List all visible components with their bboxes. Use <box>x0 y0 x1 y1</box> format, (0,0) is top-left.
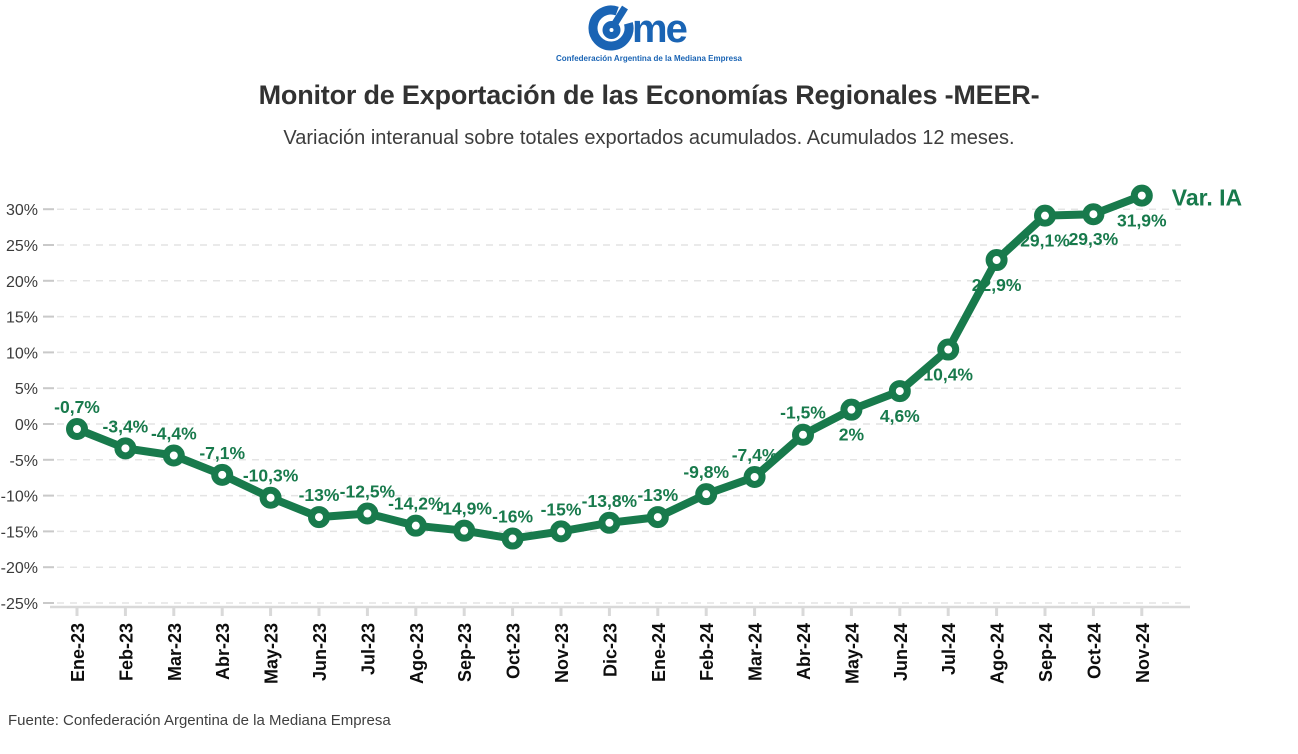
svg-text:Ene-24: Ene-24 <box>649 623 669 682</box>
svg-text:Dic-23: Dic-23 <box>600 623 620 677</box>
svg-text:-12,5%: -12,5% <box>340 482 396 502</box>
svg-text:Jul-24: Jul-24 <box>939 623 959 675</box>
svg-text:-15%: -15% <box>1 524 38 541</box>
svg-text:29,3%: 29,3% <box>1069 229 1119 249</box>
svg-text:-15%: -15% <box>541 499 582 519</box>
svg-text:Oct-23: Oct-23 <box>504 623 524 679</box>
svg-text:Sep-23: Sep-23 <box>455 623 475 682</box>
svg-text:4,6%: 4,6% <box>880 406 920 426</box>
svg-text:5%: 5% <box>15 381 38 398</box>
page-title: Monitor de Exportación de las Economías … <box>258 80 1040 110</box>
svg-text:May-23: May-23 <box>262 623 282 684</box>
svg-text:20%: 20% <box>6 274 38 291</box>
y-axis-labels: 30% 25% 20% 15% 10% 5% 0% -5% -10% -15% -20% -25% <box>1 202 54 613</box>
svg-text:31,9%: 31,9% <box>1117 211 1167 231</box>
page-subtitle: Variación interanual sobre totales expor… <box>283 127 1015 149</box>
came-logo-icon: me <box>588 5 689 51</box>
svg-text:Sep-24: Sep-24 <box>1036 623 1056 682</box>
svg-text:-10%: -10% <box>1 489 38 506</box>
svg-text:Ago-23: Ago-23 <box>407 623 427 684</box>
logo-wordmark-text: me <box>632 7 687 51</box>
svg-text:30%: 30% <box>6 202 38 219</box>
source-note: Fuente: Confederación Argentina de la Me… <box>8 712 391 729</box>
svg-text:Mar-24: Mar-24 <box>746 623 766 681</box>
svg-text:0%: 0% <box>15 417 38 434</box>
svg-text:Ago-24: Ago-24 <box>988 623 1008 684</box>
svg-text:-1,5%: -1,5% <box>780 403 826 423</box>
svg-text:-3,4%: -3,4% <box>103 416 149 436</box>
chart-canvas: 30% 25% 20% 15% 10% 5% 0% -5% -10% -15% -20% -25% En… <box>1 184 1242 684</box>
svg-text:-13%: -13% <box>299 485 340 505</box>
svg-text:Ene-23: Ene-23 <box>68 623 88 682</box>
svg-text:-10,3%: -10,3% <box>243 466 299 486</box>
svg-text:Nov-24: Nov-24 <box>1133 623 1153 683</box>
x-axis: Ene-23 Feb-23 Mar-23 Abr-23 May-23 Jun-23 Jul-… <box>50 605 1190 684</box>
svg-text:Mar-23: Mar-23 <box>165 623 185 681</box>
svg-text:-14,9%: -14,9% <box>436 499 492 519</box>
svg-text:Nov-23: Nov-23 <box>552 623 572 683</box>
svg-text:-7,1%: -7,1% <box>199 443 245 463</box>
svg-text:25%: 25% <box>6 238 38 255</box>
svg-text:Feb-24: Feb-24 <box>697 623 717 681</box>
svg-text:Abr-24: Abr-24 <box>794 623 814 680</box>
svg-text:May-24: May-24 <box>842 623 862 684</box>
data-point-labels: -0,7%-3,4% -4,4%-7,1%-10,3%-13% -12,5%-14,… <box>54 211 1167 527</box>
svg-text:-7,4%: -7,4% <box>732 445 778 465</box>
svg-text:Jul-23: Jul-23 <box>358 623 378 675</box>
svg-text:29,1%: 29,1% <box>1020 231 1070 251</box>
svg-text:-0,7%: -0,7% <box>54 397 100 417</box>
svg-text:10%: 10% <box>6 345 38 362</box>
svg-text:-14,2%: -14,2% <box>388 494 444 514</box>
series-legend-label: Var. IA <box>1172 185 1242 211</box>
data-points <box>66 184 1153 550</box>
svg-text:-13%: -13% <box>637 485 678 505</box>
svg-text:10,4%: 10,4% <box>923 365 973 385</box>
svg-text:Jun-23: Jun-23 <box>310 623 330 681</box>
gridlines <box>57 208 1181 604</box>
svg-text:-5%: -5% <box>10 453 38 470</box>
svg-text:-9,8%: -9,8% <box>683 462 729 482</box>
svg-text:2%: 2% <box>839 425 865 445</box>
svg-text:Jun-24: Jun-24 <box>891 623 911 681</box>
svg-text:-13,8%: -13,8% <box>582 491 638 511</box>
svg-text:-20%: -20% <box>1 560 38 577</box>
svg-text:-25%: -25% <box>1 596 38 613</box>
svg-text:22,9%: 22,9% <box>972 275 1022 295</box>
logo-tagline: Confederación Argentina de la Mediana Em… <box>556 54 742 63</box>
came-logo: me Confederación Argentina de la Mediana… <box>0 4 1298 63</box>
data-line <box>73 191 1146 543</box>
svg-text:Feb-23: Feb-23 <box>116 623 136 681</box>
svg-text:Abr-23: Abr-23 <box>213 623 233 680</box>
svg-text:-4,4%: -4,4% <box>151 424 197 444</box>
svg-text:-16%: -16% <box>492 507 533 527</box>
line-chart: 30% 25% 20% 15% 10% 5% 0% -5% -10% -15% -20% -25% En… <box>0 170 1298 754</box>
svg-text:15%: 15% <box>6 310 38 327</box>
svg-text:Oct-24: Oct-24 <box>1084 623 1104 679</box>
